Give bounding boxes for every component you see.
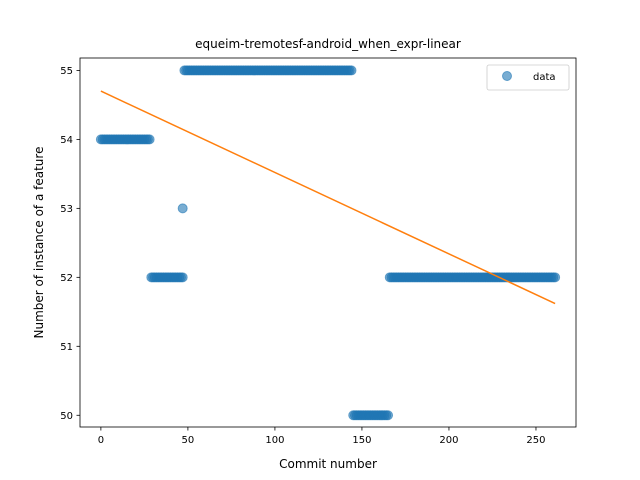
y-axis-label: Number of instance of a feature: [32, 147, 46, 339]
x-tick-label: 200: [439, 435, 458, 446]
fit-line: [100, 90, 556, 305]
data-point: [144, 134, 155, 145]
x-tick-label: 50: [182, 435, 195, 446]
data-point: [346, 65, 357, 76]
y-axis-ticks: 50 51 52 53 54 55: [60, 66, 80, 422]
data-point: [550, 272, 561, 283]
x-axis-ticks: 0 50 100 150 200 250: [98, 427, 546, 446]
legend-box: [486, 64, 570, 91]
chart-title: equeim-tremotesf-android_when_expr-linea…: [195, 37, 461, 51]
legend-marker-data: [502, 71, 512, 81]
scatter-points: [95, 65, 561, 421]
x-tick-label: 250: [526, 435, 545, 446]
data-point: [383, 410, 394, 421]
data-point: [177, 272, 188, 283]
y-tick-label: 53: [60, 204, 73, 215]
plot-frame: [79, 57, 577, 428]
y-tick-label: 52: [60, 273, 73, 284]
x-axis-label: Commit number: [279, 457, 377, 471]
legend-label-data: data: [533, 72, 556, 83]
y-tick-label: 54: [60, 135, 73, 146]
legend: data: [486, 64, 570, 91]
fit-line-layer: [100, 90, 556, 305]
y-tick-label: 51: [60, 342, 73, 353]
y-tick-label: 50: [60, 411, 73, 422]
x-tick-label: 100: [265, 435, 284, 446]
x-tick-label: 0: [98, 435, 104, 446]
x-tick-label: 150: [352, 435, 371, 446]
data-point: [177, 203, 188, 214]
y-tick-label: 55: [60, 66, 73, 77]
